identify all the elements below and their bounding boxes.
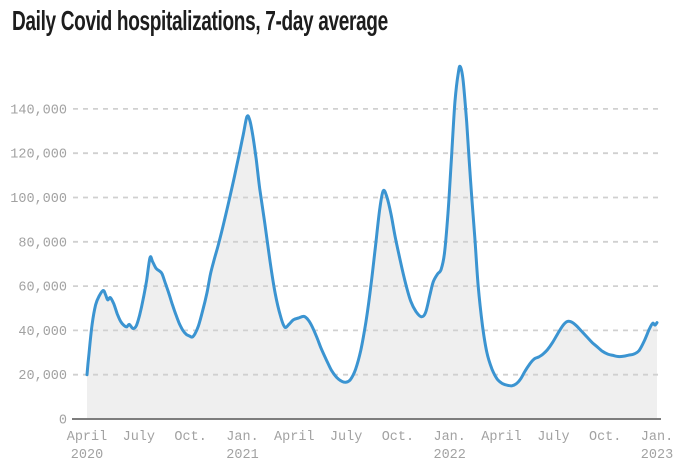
- y-tick-label-140000: 140,000: [10, 103, 67, 118]
- y-tick-label-0: 0: [59, 414, 67, 429]
- x-tick-year-33: 2023: [641, 448, 673, 463]
- x-tick-month-18: Oct.: [382, 430, 414, 445]
- chart-title: Daily Covid hospitalizations, 7-day aver…: [12, 5, 388, 36]
- x-tick-month-24: April: [481, 430, 522, 445]
- trend-line-layer: [85, 64, 659, 388]
- x-tick-month-0: April: [67, 430, 108, 445]
- y-tick-label-80000: 80,000: [18, 236, 67, 251]
- x-tick-month-30: Oct.: [589, 430, 621, 445]
- x-tick-month-6: Oct.: [174, 430, 206, 445]
- gridlines-layer: [73, 108, 661, 376]
- x-tick-year-21: 2022: [433, 448, 465, 463]
- x-tick-month-12: April: [274, 430, 315, 445]
- y-tick-label-20000: 20,000: [18, 369, 67, 384]
- x-tick-year-9: 2021: [226, 448, 258, 463]
- x-tick-month-15: July: [330, 430, 362, 445]
- x-tick-month-33: Jan.: [641, 430, 673, 445]
- x-tick-month-27: July: [537, 430, 569, 445]
- x-tick-year-0: 2020: [71, 448, 103, 463]
- y-tick-label-100000: 100,000: [10, 192, 67, 207]
- y-tick-label-60000: 60,000: [18, 281, 67, 296]
- y-tick-label-40000: 40,000: [18, 325, 67, 340]
- area-fill-layer: [87, 66, 657, 418]
- x-tick-month-21: Jan.: [433, 430, 465, 445]
- area-fill: [87, 66, 657, 418]
- y-tick-labels: 0 20,000 40,000 60,000 80,000 100,000 120,000 1…: [10, 103, 67, 428]
- x-tick-month-9: Jan.: [226, 430, 258, 445]
- y-tick-label-120000: 120,000: [10, 148, 67, 163]
- hospitalizations-line: [85, 64, 659, 388]
- x-tick-labels: April 2020 July Oct. Jan. 2021 April July Oct. Ja…: [67, 430, 673, 463]
- x-tick-month-3: July: [123, 430, 155, 445]
